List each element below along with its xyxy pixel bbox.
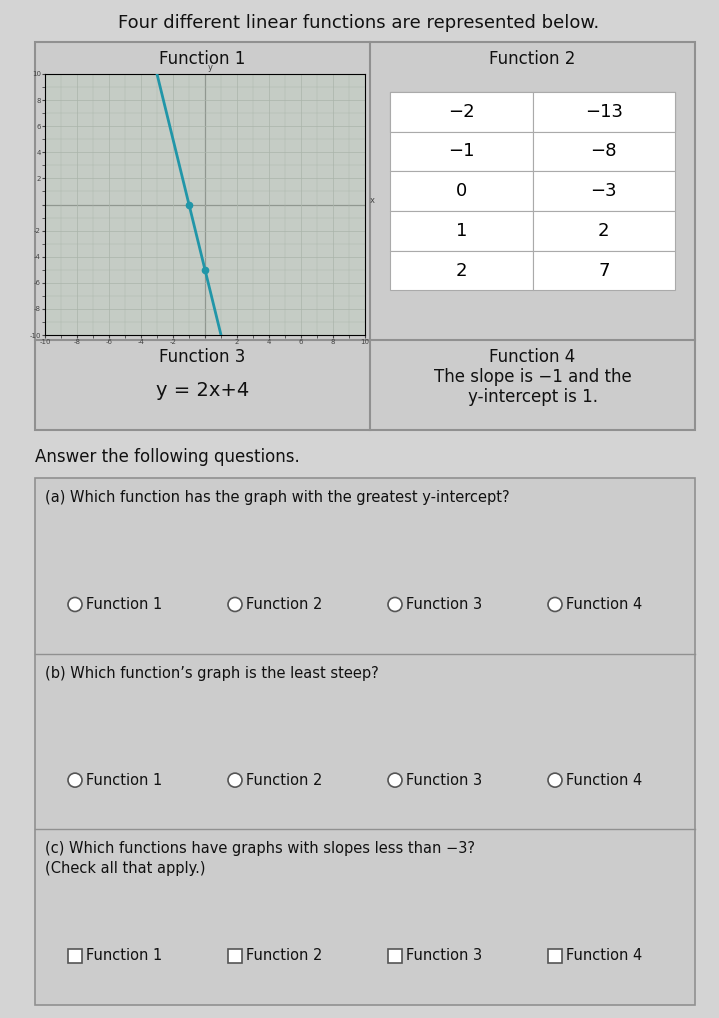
Text: 0: 0 bbox=[456, 182, 467, 201]
FancyBboxPatch shape bbox=[533, 211, 675, 250]
FancyBboxPatch shape bbox=[390, 211, 533, 250]
Text: y-intercept is 1.: y-intercept is 1. bbox=[467, 388, 597, 406]
Text: −13: −13 bbox=[585, 103, 623, 121]
Text: Function 3: Function 3 bbox=[406, 597, 482, 612]
Circle shape bbox=[548, 773, 562, 787]
FancyBboxPatch shape bbox=[390, 171, 533, 211]
Bar bbox=[228, 949, 242, 963]
FancyBboxPatch shape bbox=[533, 131, 675, 171]
Text: Function 2: Function 2 bbox=[246, 773, 322, 788]
Circle shape bbox=[68, 773, 82, 787]
Text: The slope is −1 and the: The slope is −1 and the bbox=[434, 367, 631, 386]
Text: Function 1: Function 1 bbox=[86, 773, 162, 788]
Text: 2: 2 bbox=[456, 262, 467, 280]
FancyBboxPatch shape bbox=[390, 131, 533, 171]
Circle shape bbox=[388, 598, 402, 612]
Text: Function 4: Function 4 bbox=[490, 348, 576, 366]
FancyBboxPatch shape bbox=[390, 92, 533, 131]
Circle shape bbox=[388, 773, 402, 787]
Text: Answer the following questions.: Answer the following questions. bbox=[35, 448, 300, 466]
Bar bbox=[68, 949, 82, 963]
FancyBboxPatch shape bbox=[533, 92, 675, 131]
Text: Function 2: Function 2 bbox=[246, 949, 322, 963]
Text: −8: −8 bbox=[590, 143, 617, 161]
Bar bbox=[35, 42, 695, 430]
Text: Function 4: Function 4 bbox=[566, 773, 642, 788]
Circle shape bbox=[228, 598, 242, 612]
Text: 7: 7 bbox=[598, 262, 610, 280]
Text: y: y bbox=[207, 63, 212, 72]
Bar bbox=[35, 478, 695, 1005]
FancyBboxPatch shape bbox=[390, 250, 533, 290]
Circle shape bbox=[548, 598, 562, 612]
FancyBboxPatch shape bbox=[533, 250, 675, 290]
Text: −3: −3 bbox=[590, 182, 617, 201]
Circle shape bbox=[228, 773, 242, 787]
Text: Function 4: Function 4 bbox=[566, 597, 642, 612]
Bar bbox=[388, 949, 402, 963]
Text: Four different linear functions are represented below.: Four different linear functions are repr… bbox=[119, 14, 600, 32]
Text: Function 1: Function 1 bbox=[86, 597, 162, 612]
Text: Function 1: Function 1 bbox=[86, 949, 162, 963]
Text: 2: 2 bbox=[598, 222, 610, 240]
Text: −2: −2 bbox=[448, 103, 475, 121]
Text: y = 2x+4: y = 2x+4 bbox=[156, 381, 249, 399]
Bar bbox=[548, 949, 562, 963]
Text: Function 4: Function 4 bbox=[566, 949, 642, 963]
Text: (a) Which function has the graph with the greatest y-intercept?: (a) Which function has the graph with th… bbox=[45, 490, 510, 505]
Text: Function 2: Function 2 bbox=[246, 597, 322, 612]
Text: x: x bbox=[370, 196, 375, 205]
Text: −1: −1 bbox=[448, 143, 475, 161]
Text: Function 3: Function 3 bbox=[406, 949, 482, 963]
Text: Function 3: Function 3 bbox=[406, 773, 482, 788]
Text: (b) Which function’s graph is the least steep?: (b) Which function’s graph is the least … bbox=[45, 666, 379, 681]
Text: (Check all that apply.): (Check all that apply.) bbox=[45, 861, 206, 876]
FancyBboxPatch shape bbox=[533, 171, 675, 211]
Text: 1: 1 bbox=[456, 222, 467, 240]
Text: y: y bbox=[598, 103, 610, 121]
FancyBboxPatch shape bbox=[390, 92, 675, 131]
Text: Function 2: Function 2 bbox=[490, 50, 576, 68]
Text: Function 3: Function 3 bbox=[160, 348, 246, 366]
Text: (c) Which functions have graphs with slopes less than −3?: (c) Which functions have graphs with slo… bbox=[45, 841, 475, 856]
Text: x: x bbox=[456, 103, 467, 121]
Text: Function 1: Function 1 bbox=[160, 50, 246, 68]
Circle shape bbox=[68, 598, 82, 612]
